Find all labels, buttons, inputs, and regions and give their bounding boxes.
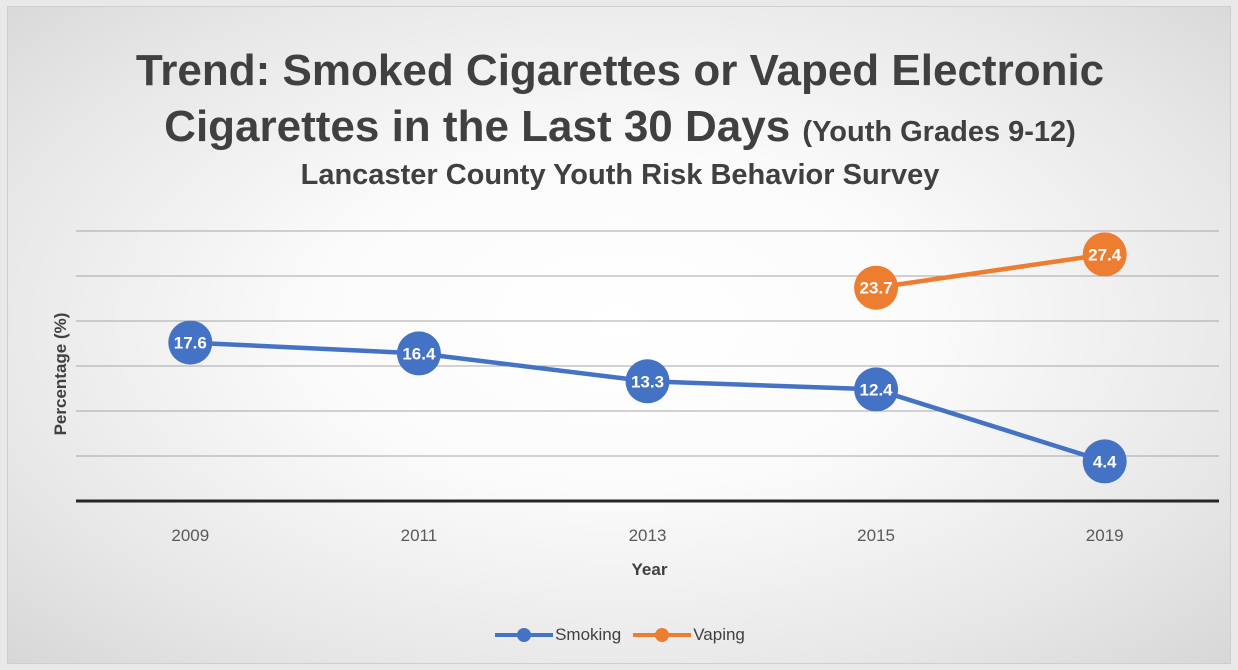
legend-swatch-smoking	[495, 628, 554, 642]
smoking-data-point	[854, 367, 899, 412]
chart-title-line2: Cigarettes in the Last 30 Days (Youth Gr…	[8, 101, 1232, 158]
chart-subtitle: Lancaster County Youth Risk Behavior Sur…	[300, 159, 940, 191]
legend-item-vaping: Vaping	[633, 625, 745, 645]
vaping-series-line	[875, 252, 1106, 290]
legend: Smoking Vaping	[8, 625, 1232, 647]
y-axis-title: Percentage (%)	[51, 313, 70, 436]
x-axis-title: Year	[632, 560, 668, 579]
chart-area: Trend: Smoked Cigarettes or Vaped Electr…	[7, 6, 1231, 664]
legend-label-vaping: Vaping	[693, 625, 745, 644]
smoking-data-point	[396, 331, 441, 376]
plot-svg: 2009 2011 2013 2015 2019 Year Percentage (%) 17…	[51, 230, 1219, 579]
vaping-data-point	[854, 265, 899, 310]
vaping-data-point	[1082, 232, 1127, 277]
x-tick-label: 2019	[1086, 526, 1124, 545]
smoking-data-label: 17.6	[174, 334, 207, 353]
smoking-data-label: 13.3	[631, 372, 664, 391]
smoking-data-point	[625, 359, 670, 404]
smoking-data-label: 16.4	[402, 344, 436, 363]
smoking-data-point	[1082, 439, 1127, 484]
x-tick-label: 2013	[629, 526, 667, 545]
chart-title-line2-suffix: (Youth Grades 9-12)	[802, 116, 1076, 148]
legend-label-smoking: Smoking	[555, 625, 622, 644]
vaping-data-label: 23.7	[860, 279, 893, 298]
smoking-data-label: 12.4	[860, 380, 894, 399]
smoking-data-label: 4.4	[1093, 452, 1117, 471]
vaping-data-label: 27.4	[1088, 245, 1122, 264]
chart-title-line1: Trend: Smoked Cigarettes or Vaped Electr…	[135, 46, 1105, 95]
x-tick-label: 2009	[171, 526, 209, 545]
x-tick-label: 2015	[857, 526, 895, 545]
legend-item-smoking: Smoking	[495, 625, 621, 645]
chart-title-line2-main: Cigarettes in the Last 30 Days	[164, 102, 791, 151]
smoking-data-point	[168, 320, 213, 365]
legend-swatch-vaping	[633, 628, 692, 642]
x-tick-label: 2011	[401, 526, 438, 545]
